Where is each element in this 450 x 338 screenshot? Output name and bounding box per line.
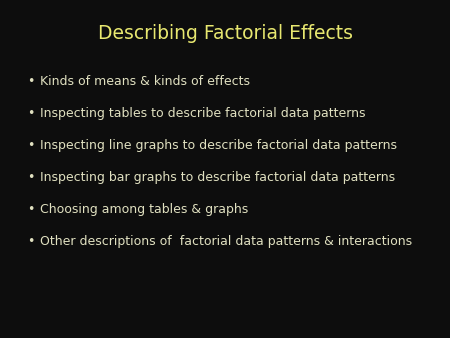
Text: •: • [27,75,34,88]
Text: Inspecting bar graphs to describe factorial data patterns: Inspecting bar graphs to describe factor… [40,171,396,184]
Text: •: • [27,235,34,248]
Text: Describing Factorial Effects: Describing Factorial Effects [98,24,352,43]
Text: Other descriptions of  factorial data patterns & interactions: Other descriptions of factorial data pat… [40,235,413,248]
Text: Kinds of means & kinds of effects: Kinds of means & kinds of effects [40,75,251,88]
Text: •: • [27,139,34,152]
Text: •: • [27,107,34,120]
Text: •: • [27,171,34,184]
Text: Choosing among tables & graphs: Choosing among tables & graphs [40,203,249,216]
Text: Inspecting tables to describe factorial data patterns: Inspecting tables to describe factorial … [40,107,366,120]
Text: •: • [27,203,34,216]
Text: Inspecting line graphs to describe factorial data patterns: Inspecting line graphs to describe facto… [40,139,397,152]
